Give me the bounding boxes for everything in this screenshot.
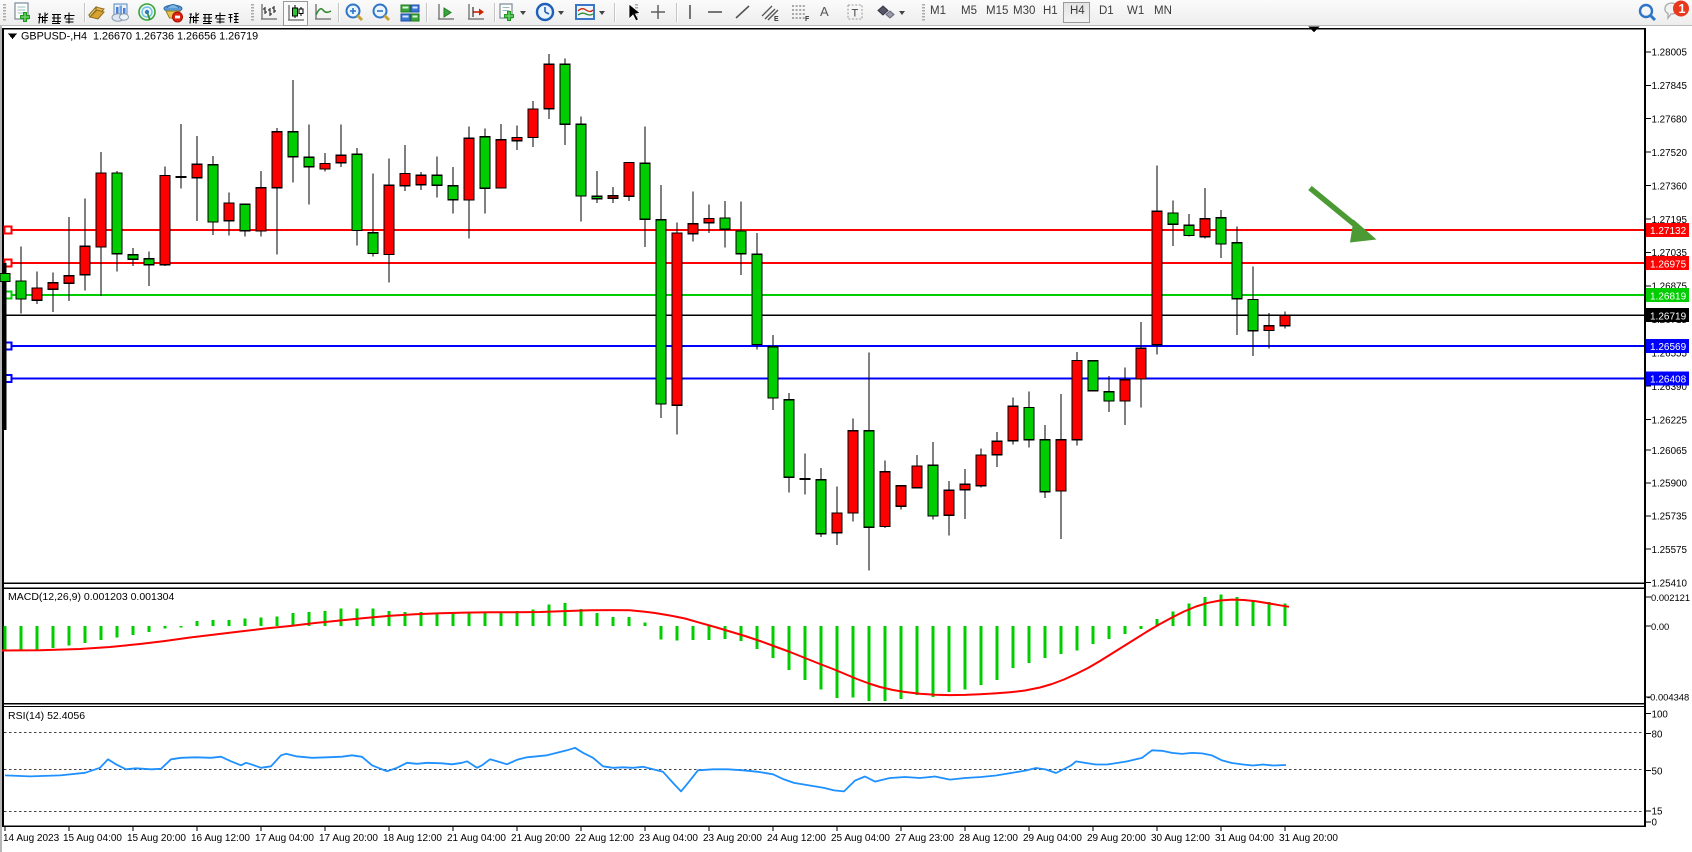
svg-text:1.26819: 1.26819 xyxy=(1650,291,1687,302)
svg-text:1.27195: 1.27195 xyxy=(1652,215,1688,226)
svg-text:0.00: 0.00 xyxy=(1651,621,1669,632)
svg-text:31 Aug 04:00: 31 Aug 04:00 xyxy=(1215,833,1274,844)
svg-text:50: 50 xyxy=(1652,766,1663,777)
svg-text:15: 15 xyxy=(1652,807,1663,818)
svg-text:1.25900: 1.25900 xyxy=(1652,479,1688,490)
svg-text:29 Aug 20:00: 29 Aug 20:00 xyxy=(1087,833,1146,844)
svg-text:23 Aug 20:00: 23 Aug 20:00 xyxy=(703,833,762,844)
svg-text:80: 80 xyxy=(1652,730,1663,741)
svg-text:30 Aug 12:00: 30 Aug 12:00 xyxy=(1151,833,1210,844)
svg-text:28 Aug 12:00: 28 Aug 12:00 xyxy=(959,833,1018,844)
svg-text:0: 0 xyxy=(1652,818,1658,829)
svg-text:31 Aug 20:00: 31 Aug 20:00 xyxy=(1279,833,1338,844)
svg-text:E: E xyxy=(774,16,779,23)
svg-text:21 Aug 20:00: 21 Aug 20:00 xyxy=(511,833,570,844)
svg-text:1.26555: 1.26555 xyxy=(1652,349,1688,360)
svg-text:17 Aug 20:00: 17 Aug 20:00 xyxy=(319,833,378,844)
svg-text:1.27035: 1.27035 xyxy=(1652,248,1688,259)
svg-text:23 Aug 04:00: 23 Aug 04:00 xyxy=(639,833,698,844)
svg-text:MACD(12,26,9) 0.001203 0.00130: MACD(12,26,9) 0.001203 0.001304 xyxy=(8,591,175,603)
svg-text:1.26390: 1.26390 xyxy=(1652,382,1688,393)
svg-text:27 Aug 23:00: 27 Aug 23:00 xyxy=(895,833,954,844)
svg-text:1.26569: 1.26569 xyxy=(1650,342,1687,353)
svg-text:1.26875: 1.26875 xyxy=(1652,282,1688,293)
svg-text:24 Aug 12:00: 24 Aug 12:00 xyxy=(767,833,826,844)
svg-text:F: F xyxy=(805,16,810,23)
svg-text:1.25575: 1.25575 xyxy=(1652,545,1688,556)
svg-text:18 Aug 12:00: 18 Aug 12:00 xyxy=(383,833,442,844)
svg-text:1.25735: 1.25735 xyxy=(1652,512,1688,523)
svg-text:1.27360: 1.27360 xyxy=(1652,181,1688,192)
svg-text:21 Aug 04:00: 21 Aug 04:00 xyxy=(447,833,506,844)
svg-text:1.25410: 1.25410 xyxy=(1652,578,1688,589)
svg-text:RSI(14) 52.4056: RSI(14) 52.4056 xyxy=(8,710,85,722)
svg-text:29 Aug 04:00: 29 Aug 04:00 xyxy=(1023,833,1082,844)
svg-text:1.28005: 1.28005 xyxy=(1652,48,1688,59)
svg-text:1.26975: 1.26975 xyxy=(1650,259,1687,270)
svg-text:22 Aug 12:00: 22 Aug 12:00 xyxy=(575,833,634,844)
svg-text:1.26225: 1.26225 xyxy=(1652,415,1688,426)
svg-text:16 Aug 12:00: 16 Aug 12:00 xyxy=(191,833,250,844)
svg-text:15 Aug 04:00: 15 Aug 04:00 xyxy=(63,833,122,844)
svg-text:100: 100 xyxy=(1652,709,1669,720)
svg-text:1.26065: 1.26065 xyxy=(1652,446,1688,457)
svg-text:1.27845: 1.27845 xyxy=(1652,81,1688,92)
svg-text:1.26719: 1.26719 xyxy=(1650,311,1687,322)
svg-text:-0.004348: -0.004348 xyxy=(1647,692,1689,703)
svg-text:1.27680: 1.27680 xyxy=(1652,115,1688,126)
svg-text:15 Aug 20:00: 15 Aug 20:00 xyxy=(127,833,186,844)
svg-text:GBPUSD-,H4 1.26670 1.26736 1.: GBPUSD-,H4 1.26670 1.26736 1.26656 1.267… xyxy=(21,31,258,43)
svg-text:25 Aug 04:00: 25 Aug 04:00 xyxy=(831,833,890,844)
svg-text:1: 1 xyxy=(1679,2,1686,16)
svg-text:T: T xyxy=(852,8,859,20)
svg-text:1.27520: 1.27520 xyxy=(1652,148,1688,159)
svg-text:14 Aug 2023: 14 Aug 2023 xyxy=(3,833,60,844)
svg-text:17 Aug 04:00: 17 Aug 04:00 xyxy=(255,833,314,844)
svg-text:1.26408: 1.26408 xyxy=(1650,375,1687,386)
svg-text:0.002121: 0.002121 xyxy=(1651,592,1690,603)
svg-text:1.27132: 1.27132 xyxy=(1650,226,1687,237)
